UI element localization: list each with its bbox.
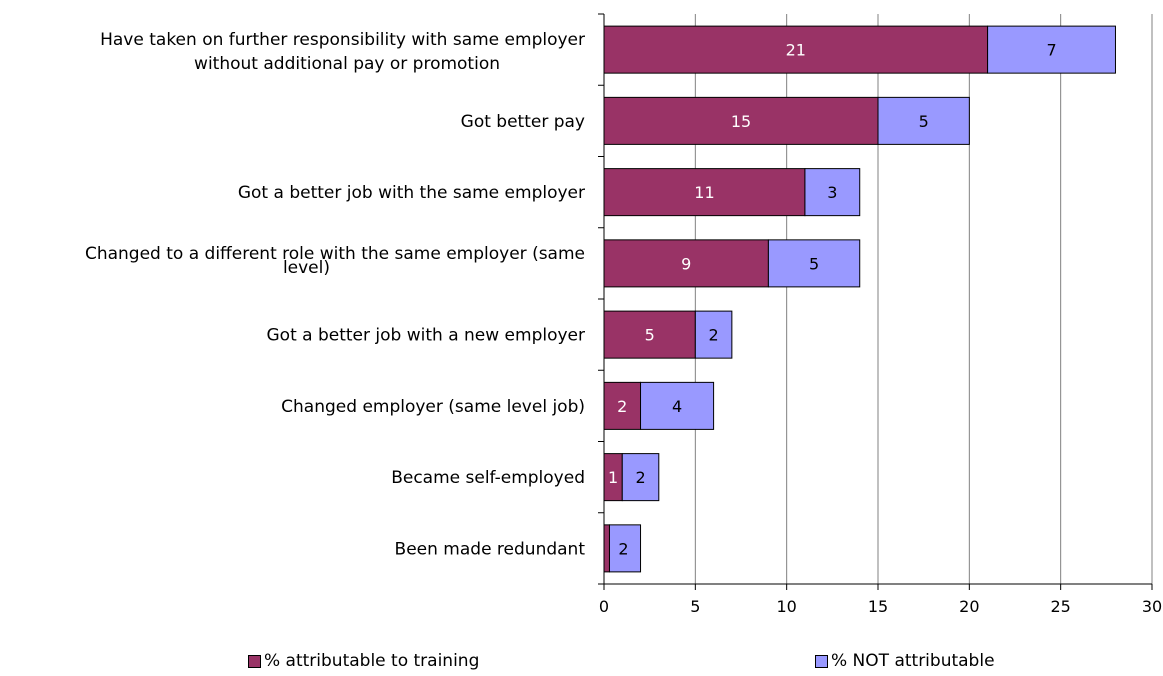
data-label: 11 xyxy=(694,183,714,202)
x-tick-label: 0 xyxy=(599,597,609,616)
legend-label-training: % attributable to training xyxy=(264,651,480,671)
category-labels: Have taken on further responsibility wit… xyxy=(85,30,585,559)
x-tick-label: 20 xyxy=(959,597,979,616)
bar-not-attributable xyxy=(987,25,1116,74)
x-tick-label: 15 xyxy=(868,597,888,616)
data-label: 15 xyxy=(731,112,751,131)
bar-not-attributable xyxy=(694,310,733,359)
bar-not-attributable xyxy=(621,453,660,502)
bar-not-attributable xyxy=(640,381,715,430)
bar-not-attributable xyxy=(804,168,861,217)
bar-not-attributable xyxy=(608,524,642,573)
category-label: Got better pay xyxy=(461,112,585,132)
bar-attributable xyxy=(603,239,769,288)
bar-attributable xyxy=(603,25,989,74)
data-label: 9 xyxy=(681,254,691,273)
category-label: Changed employer (same level job) xyxy=(281,397,585,417)
data-label: 21 xyxy=(786,41,806,60)
legend-swatch-training xyxy=(248,654,261,668)
legend-swatch-not-attributable xyxy=(815,654,828,668)
axes xyxy=(598,13,1153,590)
data-label: 7 xyxy=(1046,41,1056,60)
bar-not-attributable xyxy=(767,239,861,288)
bar-attributable xyxy=(603,168,806,217)
data-label: 4 xyxy=(672,397,682,416)
bar-attributable xyxy=(603,310,696,359)
data-label: 1 xyxy=(608,468,618,487)
category-label: Became self-employed xyxy=(391,468,585,488)
bar-attributable xyxy=(603,524,610,573)
category-label: Have taken on further responsibility wit… xyxy=(100,30,585,74)
x-tick-label: 5 xyxy=(690,597,700,616)
bar-not-attributable xyxy=(877,96,970,145)
legend-item-training: % attributable to training xyxy=(248,651,479,671)
x-tick-label: 10 xyxy=(776,597,796,616)
data-label: 2 xyxy=(709,326,719,345)
bars: 21 715 511 39 55 22 41 22 xyxy=(603,25,1116,573)
category-label: Got a better job with the same employer xyxy=(238,183,585,203)
category-label: Changed to a different role with the sam… xyxy=(85,244,585,278)
category-label: Been made redundant xyxy=(395,539,586,559)
data-label: 2 xyxy=(617,397,627,416)
bar-attributable xyxy=(603,381,642,430)
data-label: 3 xyxy=(827,183,837,202)
x-tick-label: 25 xyxy=(1050,597,1070,616)
legend-item-not-attributable: % NOT attributable xyxy=(815,651,995,671)
data-label: 5 xyxy=(809,254,819,273)
data-label: 2 xyxy=(635,468,645,487)
tick-labels: 0 5 10 15 20 25 30 xyxy=(599,597,1162,616)
data-label: 2 xyxy=(618,539,628,558)
category-label: Got a better job with a new employer xyxy=(267,326,586,346)
data-label: 5 xyxy=(645,326,655,345)
x-tick-label: 30 xyxy=(1142,597,1162,616)
data-label: 5 xyxy=(919,112,929,131)
legend-label-not-attributable: % NOT attributable xyxy=(831,651,995,671)
